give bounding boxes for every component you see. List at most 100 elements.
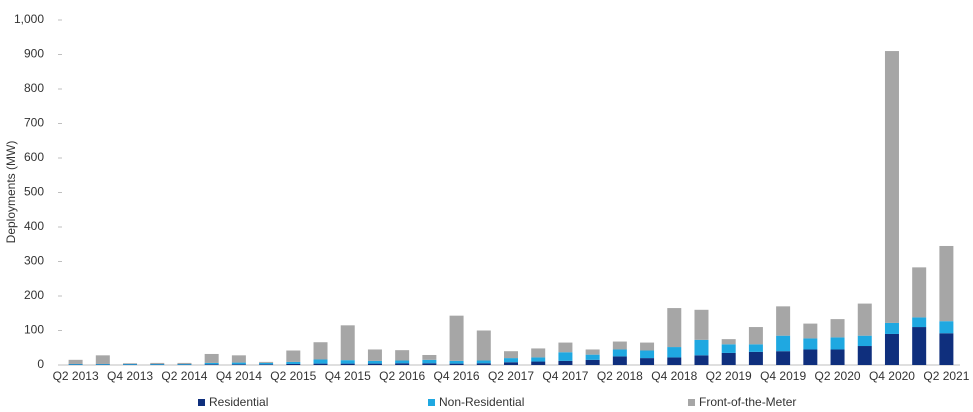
bar-segment	[803, 323, 818, 339]
bar-segment	[612, 341, 627, 350]
bar-segment	[721, 344, 736, 353]
legend-swatch	[688, 399, 695, 406]
bar-segment	[476, 363, 491, 365]
bar-segment	[395, 350, 410, 361]
bar-segment	[150, 362, 165, 364]
bar-segment	[367, 349, 382, 361]
x-tick-label: Q4 2017	[542, 369, 588, 383]
y-tick-label: 900	[24, 47, 44, 61]
bar-segment	[313, 342, 328, 360]
bar-segment	[667, 347, 682, 358]
bar-segment	[612, 349, 627, 357]
bar-segment	[422, 354, 437, 360]
x-tick-label: Q4 2019	[760, 369, 806, 383]
y-tick-label: 1,000	[14, 12, 44, 26]
bar-segment	[204, 353, 219, 363]
bar-segment	[313, 359, 328, 364]
bar-segment	[395, 360, 410, 364]
x-tick-label: Q2 2014	[161, 369, 207, 383]
bar-segment	[721, 339, 736, 345]
bar-segment	[150, 363, 165, 365]
bar-segment	[259, 362, 274, 365]
x-tick-label: Q2 2016	[379, 369, 425, 383]
bar-segment	[286, 350, 301, 362]
bar-segment	[177, 362, 192, 364]
bar-segment	[340, 363, 355, 365]
bar-segment	[830, 349, 845, 365]
bar-segment	[204, 362, 219, 365]
bar-segment	[231, 362, 246, 365]
bar-segment	[667, 357, 682, 365]
bar-segment	[884, 51, 899, 323]
bar-segment	[558, 360, 573, 365]
bar-segment	[803, 349, 818, 365]
bar-segment	[776, 335, 791, 352]
x-tick-label: Q2 2017	[488, 369, 534, 383]
bar-segment	[912, 317, 927, 328]
bar-segment	[231, 355, 246, 363]
bar-segment	[830, 337, 845, 350]
bar-segment	[612, 356, 627, 365]
y-tick-label: 0	[37, 357, 44, 371]
y-tick-label: 300	[24, 254, 44, 268]
bar-segment	[259, 364, 274, 365]
bar-segment	[531, 361, 546, 365]
bar-segment	[177, 363, 192, 365]
bar-segment	[640, 350, 655, 359]
bar-segment	[531, 357, 546, 362]
bar-segment	[95, 363, 110, 365]
bar-segment	[68, 363, 83, 365]
y-tick-label: 700	[24, 116, 44, 130]
bar-segment	[803, 338, 818, 350]
bar-segment	[558, 352, 573, 361]
bar-segment	[939, 333, 954, 365]
bar-segment	[231, 364, 246, 365]
bar-segment	[748, 344, 763, 352]
bar-segment	[504, 362, 518, 365]
bar-segment	[830, 319, 845, 338]
bar-segment	[912, 327, 927, 365]
bar-segment	[531, 348, 546, 358]
bar-segment	[694, 339, 709, 356]
bar-segment	[640, 358, 655, 365]
bar-segment	[204, 364, 219, 365]
bar-segment	[504, 358, 518, 363]
bar-segment	[694, 309, 709, 340]
x-tick-label: Q4 2020	[869, 369, 915, 383]
bar-segment	[585, 359, 600, 365]
bar-segment	[667, 308, 682, 348]
bar-segment	[857, 335, 872, 347]
legend-swatch	[428, 399, 435, 406]
bar-segment	[259, 361, 274, 363]
bar-segment	[68, 359, 83, 364]
bar-segment	[95, 355, 110, 364]
bar-segment	[422, 359, 437, 364]
bar-segment	[422, 363, 437, 365]
bar-segment	[585, 354, 600, 360]
bar-segment	[476, 360, 491, 364]
bar-segment	[340, 325, 355, 361]
bar-segment	[857, 303, 872, 336]
y-tick-label: 600	[24, 150, 44, 164]
y-tick-label: 400	[24, 219, 44, 233]
x-tick-label: Q4 2016	[434, 369, 480, 383]
bar-segment	[286, 361, 301, 364]
bar-segment	[694, 355, 709, 365]
bar-segment	[558, 342, 573, 353]
bar-segment	[857, 346, 872, 365]
bar-segment	[286, 363, 301, 365]
y-axis-title: Deployments (MW)	[4, 141, 18, 244]
bar-segment	[939, 245, 954, 322]
bar-segment	[395, 363, 410, 365]
y-tick-label: 500	[24, 185, 44, 199]
legend-label: Residential	[209, 395, 268, 409]
x-tick-label: Q4 2013	[107, 369, 153, 383]
x-tick-label: Q2 2020	[815, 369, 861, 383]
x-tick-label: Q2 2013	[53, 369, 99, 383]
x-tick-label: Q2 2019	[706, 369, 752, 383]
bar-segment	[449, 315, 464, 361]
bar-segment	[476, 330, 491, 361]
bar-segment	[912, 267, 927, 318]
